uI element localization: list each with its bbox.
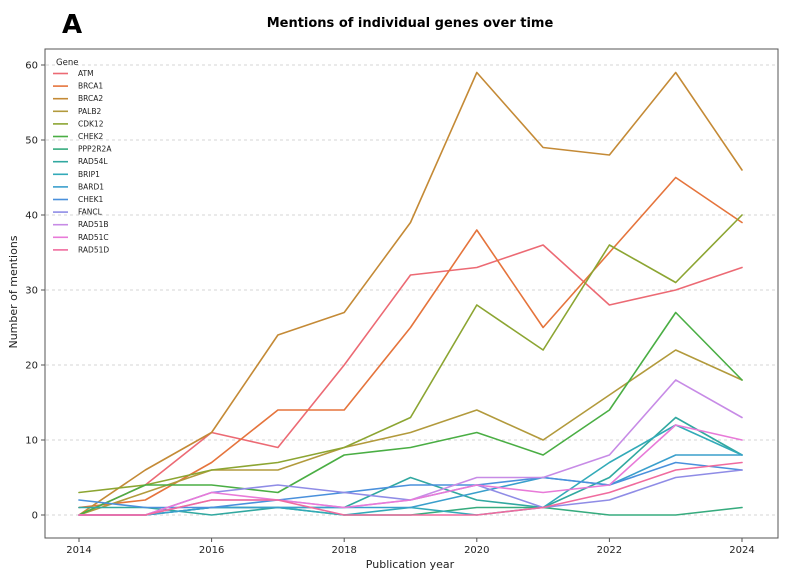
legend-label-rad54l: RAD54L [78, 157, 108, 166]
panel-letter: A [62, 10, 82, 40]
y-tick-label: 0 [32, 511, 38, 522]
series-line-bard1 [78, 454, 743, 516]
legend-label-rad51b: RAD51B [78, 220, 109, 229]
x-axis-label: Publication year [366, 558, 455, 571]
legend: Gene ATM BRCA1 BRCA2 PALB2 CDK12 CHEK2 PPP2R2A… [53, 58, 112, 254]
y-tick-label: 20 [25, 361, 38, 372]
series-line-chek1 [78, 461, 743, 509]
legend-label-chek1: CHEK1 [78, 195, 104, 204]
y-tick-label: 10 [25, 436, 38, 447]
legend-label-brca2: BRCA2 [78, 94, 103, 103]
legend-label-ppp2r2a: PPP2R2A [78, 145, 112, 154]
legend-title: Gene [56, 58, 78, 68]
series-layer [78, 71, 743, 516]
grid [46, 64, 777, 516]
x-tick-label: 2014 [66, 545, 91, 556]
x-tick-label: 2020 [464, 545, 489, 556]
y-tick-label: 60 [25, 61, 38, 72]
plot-frame [44, 48, 779, 539]
x-tick-label: 2024 [729, 545, 754, 556]
x-axis-ticks: 2014 2016 2018 2020 2022 2024 [66, 538, 755, 556]
series-line-cdk12 [78, 214, 743, 494]
series-line-rad51d [78, 461, 743, 516]
y-axis-label: Number of mentions [7, 235, 20, 348]
series-line-rad54l [78, 416, 743, 516]
legend-label-chek2: CHEK2 [78, 132, 104, 141]
legend-label-fancl: FANCL [78, 208, 103, 217]
legend-label-rad51d: RAD51D [78, 245, 109, 254]
y-axis-ticks: 0 10 20 30 40 50 60 [25, 61, 45, 522]
chart-title: Mentions of individual genes over time [267, 16, 554, 31]
legend-label-rad51c: RAD51C [78, 233, 109, 242]
y-tick-label: 50 [25, 136, 38, 147]
legend-label-atm: ATM [78, 69, 94, 78]
series-line-palb2 [78, 349, 743, 516]
x-tick-label: 2018 [331, 545, 356, 556]
legend-label-cdk12: CDK12 [78, 119, 104, 128]
y-tick-label: 40 [25, 211, 38, 222]
x-tick-label: 2016 [199, 545, 224, 556]
legend-label-bard1: BARD1 [78, 182, 104, 191]
legend-label-brip1: BRIP1 [78, 170, 100, 179]
legend-label-brca1: BRCA1 [78, 82, 103, 91]
series-line-chek2 [78, 311, 743, 516]
x-tick-label: 2022 [597, 545, 622, 556]
series-line-brca2 [78, 71, 743, 516]
series-line-rad51c [78, 424, 743, 516]
series-line-atm [78, 244, 743, 516]
y-tick-label: 30 [25, 286, 38, 297]
legend-label-palb2: PALB2 [78, 107, 101, 116]
